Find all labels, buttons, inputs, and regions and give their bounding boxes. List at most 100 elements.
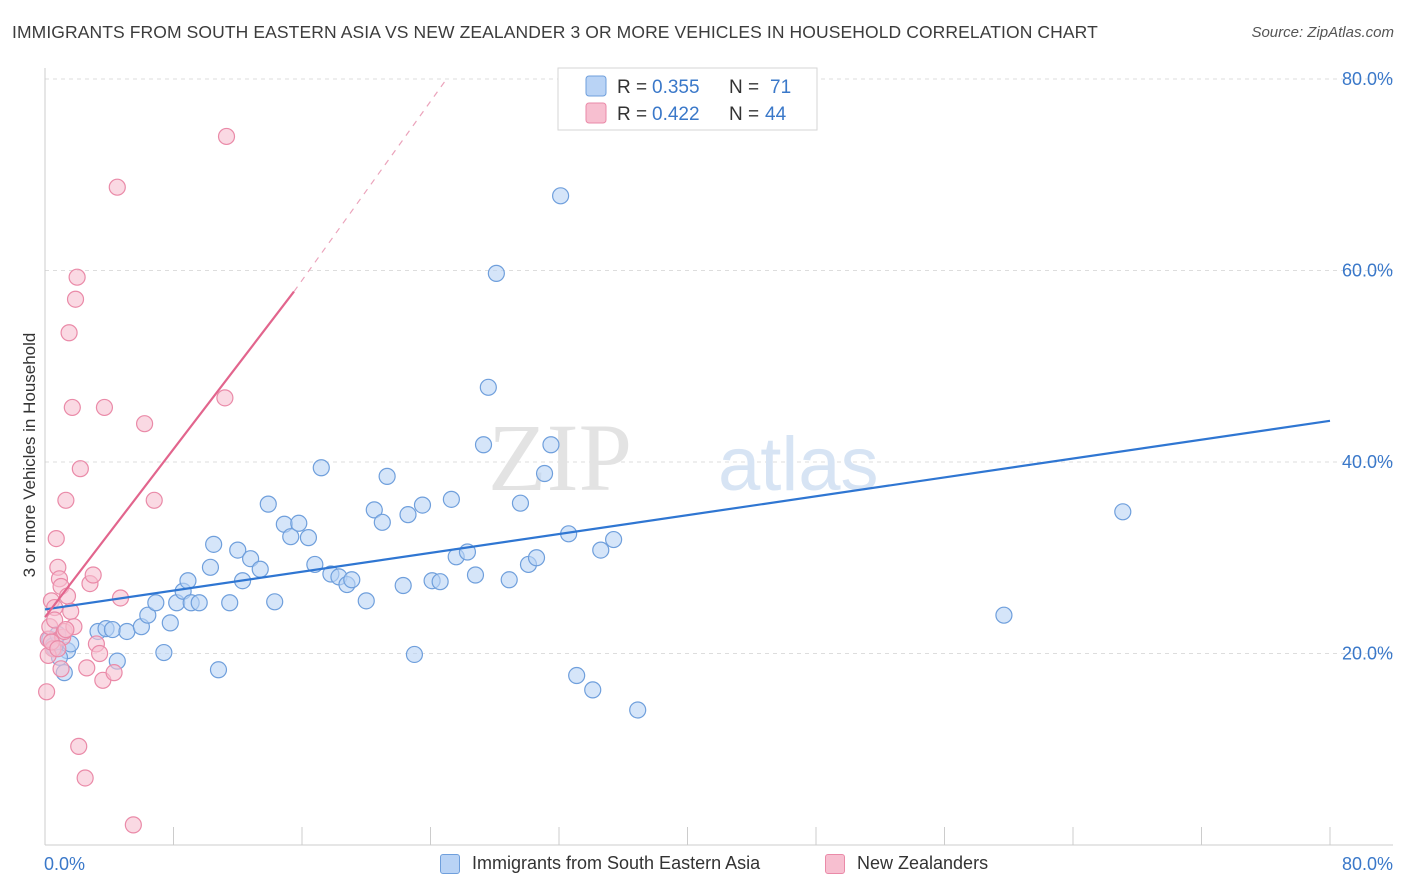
point-immigrants [357, 592, 375, 610]
point-immigrants [290, 514, 308, 532]
point-new-zealanders [47, 529, 65, 548]
point-immigrants [147, 594, 165, 612]
point-immigrants [229, 541, 247, 559]
legend-r-label: R = [617, 104, 647, 125]
bottom-legend-swatch-blue [440, 853, 460, 874]
legend: R = 0.355 N = 71 R = 0.422 N = 44 [557, 67, 818, 131]
point-new-zealanders [105, 664, 123, 682]
y-tick-label: 20.0% [1342, 644, 1393, 664]
watermark-atlas: atlas [718, 422, 879, 507]
trend-line-immigrants [44, 419, 1331, 611]
point-new-zealanders [52, 660, 70, 678]
bottom-legend-item-new-zealanders: New Zealanders [825, 853, 988, 874]
point-immigrants [399, 506, 417, 524]
point-immigrants [995, 606, 1013, 624]
point-new-zealanders [70, 737, 88, 755]
legend-swatch-pink [585, 102, 607, 124]
point-new-zealanders [91, 644, 109, 663]
point-immigrants [118, 622, 136, 641]
legend-r-value: 0.422 [652, 104, 700, 125]
point-immigrants [487, 264, 505, 282]
point-immigrants [413, 496, 432, 514]
point-immigrants [251, 560, 269, 578]
point-new-zealanders [84, 566, 102, 584]
legend-r-value: 0.355 [652, 77, 700, 98]
point-immigrants [365, 501, 383, 519]
trend-lines [44, 78, 1331, 618]
point-immigrants [221, 594, 239, 612]
point-immigrants [209, 661, 228, 679]
point-new-zealanders [78, 659, 96, 677]
point-immigrants [179, 572, 197, 590]
point-new-zealanders [217, 127, 236, 146]
point-immigrants [373, 513, 391, 531]
point-immigrants [568, 666, 586, 685]
chart-title: IMMIGRANTS FROM SOUTH EASTERN ASIA VS NE… [12, 22, 1098, 42]
point-immigrants [466, 566, 485, 584]
point-immigrants [527, 549, 546, 567]
watermark: ZIP atlas [488, 404, 879, 511]
point-immigrants [511, 494, 530, 512]
legend-r-label: R = [617, 77, 647, 98]
point-immigrants [1114, 503, 1132, 521]
legend-n-label: N = [729, 104, 759, 125]
bottom-legend: Immigrants from South Eastern Asia New Z… [0, 850, 1406, 880]
point-immigrants [282, 528, 300, 546]
point-immigrants [542, 436, 560, 454]
point-new-zealanders [68, 268, 86, 286]
point-immigrants [312, 459, 330, 477]
point-immigrants [394, 576, 412, 595]
point-immigrants [605, 530, 623, 549]
point-immigrants [592, 541, 610, 559]
y-tick-label: 40.0% [1342, 452, 1393, 472]
point-immigrants [259, 495, 277, 513]
point-new-zealanders [49, 640, 67, 658]
point-immigrants [201, 558, 220, 576]
point-new-zealanders [63, 398, 81, 417]
legend-n-value: 44 [765, 104, 787, 125]
point-immigrants [378, 467, 396, 485]
point-immigrants [584, 681, 602, 699]
bottom-legend-label: Immigrants from South Eastern Asia [472, 853, 761, 873]
point-new-zealanders [108, 178, 126, 196]
bottom-legend-swatch-pink [825, 853, 845, 874]
y-tick-label: 60.0% [1342, 261, 1393, 281]
point-new-zealanders [46, 611, 64, 629]
point-immigrants [629, 701, 647, 719]
tick-labels: 20.0% 40.0% 60.0% 80.0% 0.0% 80.0% [44, 69, 1393, 874]
point-immigrants [161, 614, 179, 632]
x-tick-label: 80.0% [1342, 854, 1393, 874]
point-new-zealanders [145, 491, 163, 509]
bottom-legend-label: New Zealanders [857, 853, 989, 873]
point-new-zealanders [66, 290, 85, 308]
point-new-zealanders [57, 620, 75, 639]
bottom-legend-item-immigrants: Immigrants from South Eastern Asia [440, 853, 760, 874]
point-new-zealanders [60, 324, 78, 342]
legend-swatch-blue [585, 75, 607, 97]
point-new-zealanders [71, 460, 89, 478]
point-new-zealanders [216, 389, 234, 407]
point-immigrants [190, 594, 208, 612]
point-immigrants [500, 571, 518, 589]
point-immigrants [343, 571, 361, 589]
point-new-zealanders [57, 491, 75, 509]
watermark-zip: ZIP [488, 404, 632, 511]
point-immigrants [103, 620, 122, 639]
y-tick-label: 80.0% [1342, 69, 1393, 89]
point-immigrants [205, 535, 223, 553]
point-immigrants [431, 573, 449, 591]
x-tick-label: 0.0% [44, 854, 85, 874]
legend-n-label: N = [729, 77, 759, 98]
axes [44, 68, 1393, 846]
point-immigrants [155, 643, 173, 662]
point-immigrants [266, 593, 284, 611]
y-axis-title: 3 or more Vehicles in Household [20, 333, 39, 578]
point-immigrants [479, 378, 497, 396]
point-immigrants [442, 490, 460, 508]
point-immigrants [139, 606, 157, 624]
trend-line-new-zealanders [44, 290, 295, 618]
trend-line-extension-new-zealanders [293, 78, 448, 292]
point-immigrants [535, 464, 554, 483]
